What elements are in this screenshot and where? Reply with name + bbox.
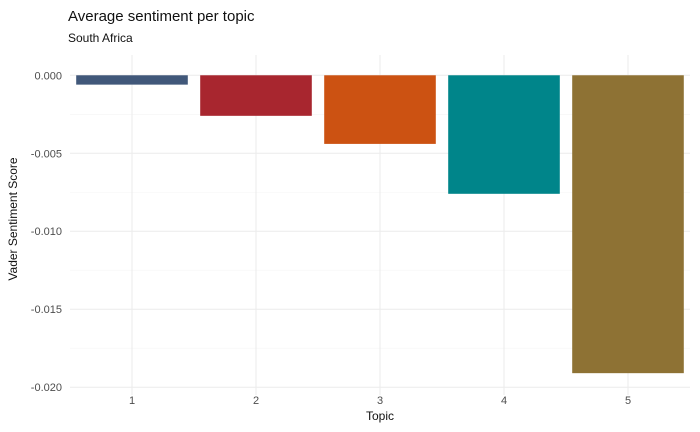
x-axis-title: Topic: [366, 409, 394, 423]
bar-topic-3: [324, 75, 436, 144]
bar-topic-4: [448, 75, 560, 194]
chart-title: Average sentiment per topic: [68, 8, 255, 25]
bars: [76, 75, 684, 374]
y-tick-label: 0.000: [34, 70, 62, 82]
x-axis-ticks: 1 2 3 4 5: [129, 395, 631, 407]
y-axis-ticks: 0.000 -0.005 -0.010 -0.015 -0.020: [31, 70, 62, 394]
y-tick-label: -0.010: [31, 226, 62, 238]
x-tick-label: 2: [253, 395, 259, 407]
chart-subtitle: South Africa: [68, 31, 133, 45]
x-tick-label: 5: [625, 395, 631, 407]
x-tick-label: 3: [377, 395, 383, 407]
bar-topic-5: [572, 75, 684, 374]
y-tick-label: -0.005: [31, 148, 62, 160]
x-tick-label: 4: [501, 395, 507, 407]
x-tick-label: 1: [129, 395, 135, 407]
bar-topic-2: [200, 75, 312, 116]
y-axis-title: Vader Sentiment Score: [6, 157, 20, 281]
y-tick-label: -0.015: [31, 304, 62, 316]
bar-topic-1: [76, 75, 188, 85]
y-tick-label: -0.020: [31, 382, 62, 394]
